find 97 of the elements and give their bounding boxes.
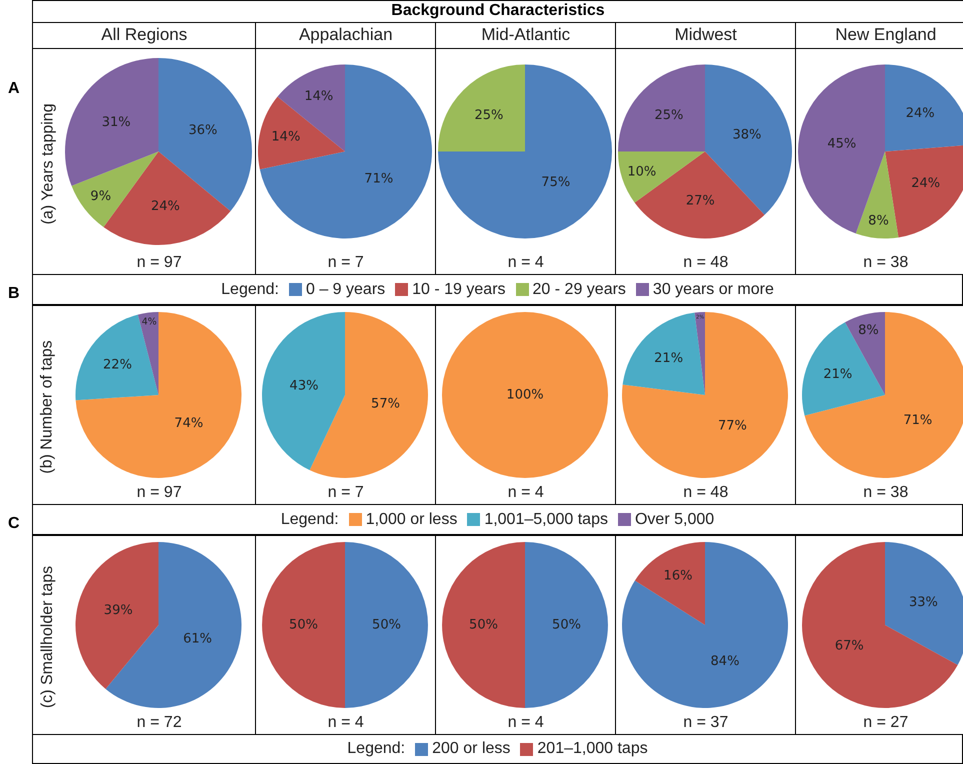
text: n = 48: [682, 254, 730, 272]
data-label: 14%: [304, 89, 334, 104]
data-label: 75%: [541, 174, 570, 190]
legend-label: 10 - 19 years: [412, 280, 506, 298]
pie-slice: [262, 312, 345, 470]
text: n = 37: [682, 714, 730, 732]
text: (c) Smallholder taps: [39, 566, 57, 708]
pie-slice: [442, 542, 525, 708]
pie-slice: [106, 542, 242, 708]
text: n = 27: [862, 714, 910, 732]
text: n = 4: [506, 254, 545, 272]
text: n = 48: [682, 484, 730, 502]
legend-label: 1,001–5,000 taps: [484, 510, 608, 528]
pie-slice: [634, 542, 705, 625]
pie-slice: [65, 58, 158, 186]
text: (b) Number of taps: [39, 340, 57, 474]
data-label: 25%: [654, 108, 684, 123]
legend-label: 1,000 or less: [366, 510, 458, 528]
legend-title: Legend:: [280, 510, 339, 528]
text: n = 97: [136, 484, 183, 502]
data-label: 57%: [371, 396, 400, 412]
data-label: 61%: [183, 632, 212, 647]
data-label: 50%: [372, 618, 401, 632]
text: n = 4: [506, 484, 545, 502]
data-label: 4%: [142, 316, 157, 328]
legend-label: 30 years or more: [652, 280, 774, 298]
data-label: 50%: [289, 618, 318, 632]
legend-label: Over 5,000: [634, 510, 714, 528]
chart-subtitle: All Regions: [100, 25, 188, 45]
data-label: 36%: [188, 123, 218, 138]
pie-slice: [438, 64, 525, 152]
text: n = 72: [136, 714, 183, 732]
pie-slice: [622, 312, 705, 395]
pie-slice: [76, 542, 158, 689]
legend-label: 20 - 29 years: [532, 280, 626, 298]
pie-slice: [618, 64, 705, 152]
data-label: 21%: [654, 351, 684, 366]
text: n = 4: [326, 714, 365, 732]
data-label: 71%: [364, 171, 394, 186]
chart-subtitle: New England: [834, 25, 938, 45]
pie-slice: [622, 312, 788, 478]
data-label: 45%: [827, 136, 856, 152]
legend-label: 200 or less: [432, 740, 510, 758]
data-label: 22%: [103, 358, 132, 373]
pie-slice: [345, 542, 428, 708]
text: (a) Years tapping: [39, 103, 57, 224]
pie-slice: [260, 64, 432, 238]
pie-slice: [525, 542, 608, 708]
pie-slice: [438, 64, 612, 238]
data-label: 39%: [104, 603, 133, 618]
text: C: [8, 515, 20, 533]
data-label: 84%: [710, 654, 740, 669]
data-label: 10%: [627, 164, 656, 180]
text: n = 7: [326, 254, 365, 272]
data-label: 77%: [718, 418, 747, 434]
legend-label: 0 – 9 years: [306, 280, 386, 298]
data-label: 50%: [552, 618, 581, 632]
data-label: 43%: [290, 378, 318, 394]
chart-title: Background Characteristics: [32, 0, 963, 23]
legend-title: Legend:: [347, 740, 406, 758]
chart-subtitle: Mid-Atlantic: [480, 25, 572, 45]
data-label: 8%: [868, 214, 889, 229]
data-label: 24%: [911, 176, 940, 192]
text: n = 7: [326, 484, 365, 502]
data-label: 74%: [174, 416, 204, 431]
chart-subtitle: Midwest: [674, 25, 738, 45]
data-label: 38%: [732, 127, 762, 142]
data-label: 25%: [474, 108, 504, 123]
data-label: 33%: [908, 594, 938, 610]
legend-title: Legend:: [221, 280, 279, 298]
data-label: 24%: [906, 106, 935, 121]
data-label: 67%: [834, 638, 864, 654]
data-label: 31%: [102, 115, 131, 130]
text: n = 4: [506, 714, 545, 732]
legend-label: 201–1,000 taps: [537, 740, 648, 758]
data-label: 21%: [823, 367, 852, 382]
text: n = 38: [862, 484, 910, 502]
text: B: [8, 285, 20, 303]
pie-slice: [138, 312, 158, 395]
data-label: 100%: [506, 388, 544, 402]
pie-slice: [262, 542, 345, 708]
data-label: 16%: [664, 568, 692, 584]
data-label: 50%: [469, 618, 498, 632]
text: n = 97: [136, 254, 183, 272]
data-label: 9%: [90, 188, 112, 204]
data-label: 14%: [271, 130, 300, 145]
chart-subtitle: Appalachian: [298, 25, 394, 45]
pie-slice: [76, 314, 158, 400]
data-label: 27%: [686, 193, 715, 208]
pie-slice: [76, 312, 242, 478]
data-label: 24%: [151, 199, 180, 214]
data-label: 8%: [858, 323, 879, 338]
text: n = 38: [862, 254, 910, 272]
pie-slice: [622, 542, 788, 708]
data-label: 71%: [903, 412, 932, 428]
pie-slice: [694, 312, 705, 395]
text: A: [8, 80, 20, 98]
